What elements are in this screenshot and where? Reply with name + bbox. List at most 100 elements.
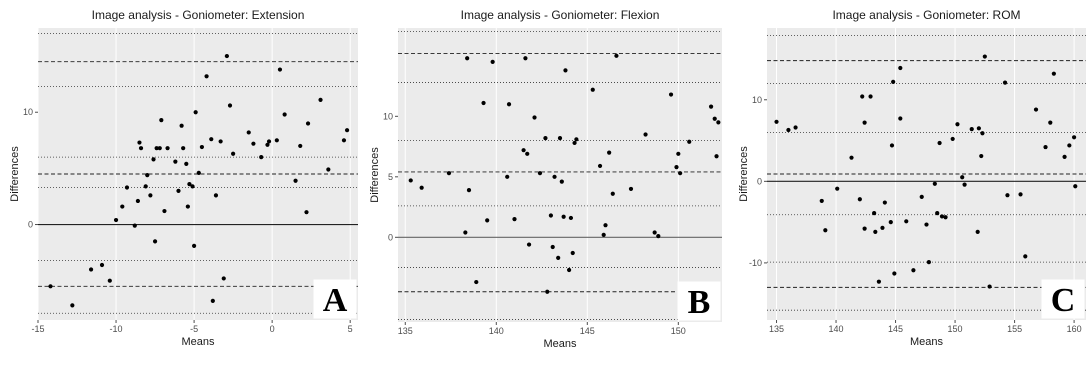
data-point-c (860, 94, 865, 99)
data-point-c (976, 126, 981, 131)
y-tick-label-a: 0 (28, 220, 33, 230)
data-point-c (955, 122, 960, 127)
data-point-a (151, 157, 156, 162)
data-point-c (1073, 184, 1078, 189)
data-point-b (526, 242, 532, 247)
data-point-a (157, 146, 162, 151)
plot-b-background (398, 28, 722, 322)
data-point-b (570, 250, 575, 256)
data-point-c (943, 215, 948, 220)
data-point-b (601, 232, 606, 237)
x-tick-label-a: -15 (31, 324, 44, 334)
data-point-c (1048, 120, 1053, 125)
data-point-b (678, 171, 683, 176)
data-point-a (221, 276, 226, 281)
data-point-a (218, 139, 223, 144)
data-point-b (512, 217, 517, 222)
data-point-a (266, 139, 272, 144)
data-point-c (857, 197, 862, 202)
x-axis-label-a: Means (181, 336, 215, 348)
data-point-b (676, 151, 681, 156)
data-point-c (819, 198, 824, 204)
y-tick-label-b: 10 (383, 111, 393, 121)
data-point-c (1043, 144, 1048, 150)
data-point-c (1071, 135, 1077, 140)
chart-b-svg: Image analysis - Goniometer: Flexion 135 1… (369, 8, 722, 350)
x-tick-label-a: -10 (110, 324, 123, 334)
data-point-c (862, 226, 867, 231)
data-point-b (614, 53, 619, 58)
data-point-c (987, 284, 992, 289)
data-point-c (1018, 192, 1023, 197)
data-point-a (293, 178, 298, 183)
data-point-a (48, 284, 53, 289)
data-point-c (786, 127, 791, 133)
x-tick-label-c: 155 (1007, 324, 1022, 334)
data-point-a (159, 117, 164, 123)
data-point-b (572, 140, 577, 146)
data-point-c (873, 229, 878, 235)
data-point-a (137, 140, 142, 145)
data-point-b (474, 279, 479, 285)
x-tick-label-c: 150 (948, 324, 963, 334)
data-point-b (523, 56, 528, 61)
data-point-a (341, 138, 347, 143)
data-point-c (872, 211, 877, 216)
data-point-b (603, 223, 608, 228)
data-point-b (537, 171, 543, 176)
x-axis-label-c: Means (910, 336, 944, 348)
data-point-a (162, 208, 167, 214)
data-point-a (187, 182, 192, 187)
data-point-a (193, 110, 198, 115)
data-point-c (1002, 80, 1008, 85)
panel-letter-box-a (313, 279, 357, 319)
data-point-a (88, 267, 94, 272)
x-axis-label-b: Means (543, 338, 577, 350)
data-point-a (191, 243, 197, 248)
data-point-c (880, 225, 885, 230)
y-axis-label-c: Differences (738, 146, 750, 202)
data-point-c (835, 186, 840, 191)
y-tick-label-a: 10 (23, 107, 33, 117)
data-point-a (113, 217, 119, 223)
data-point-c (898, 65, 903, 71)
data-point-b (463, 230, 468, 235)
data-point-c (950, 136, 955, 142)
data-point-c (898, 116, 903, 121)
data-point-a (70, 303, 75, 308)
data-point-a (148, 193, 153, 198)
data-point-a (185, 204, 190, 209)
data-point-a (120, 204, 125, 209)
data-point-a (305, 121, 311, 126)
x-tick-label-a: 0 (270, 324, 275, 334)
data-point-b (543, 135, 548, 141)
data-point-c (793, 125, 798, 130)
x-tick-label-c: 145 (888, 324, 903, 334)
data-point-a (274, 138, 279, 143)
data-point-b (674, 165, 679, 170)
data-point-c (1051, 71, 1056, 76)
y-tick-label-c: 0 (757, 176, 762, 186)
data-point-a (143, 184, 148, 189)
data-point-a (213, 193, 219, 198)
chart-a-svg: Image analysis - Goniometer: Extension -1… (9, 8, 358, 348)
data-point-b (446, 171, 452, 176)
data-point-a (135, 198, 141, 204)
data-point-b (687, 139, 692, 144)
data-point-c (876, 279, 881, 284)
x-tick-label-b: 140 (489, 326, 504, 336)
data-point-a (154, 146, 159, 151)
data-point-b (419, 185, 424, 190)
data-point-a (204, 74, 209, 79)
data-point-a (99, 262, 105, 268)
data-point-c (982, 54, 987, 59)
data-point-a (165, 146, 170, 151)
data-point-b (485, 218, 490, 223)
data-point-a (304, 210, 309, 215)
data-point-a (107, 278, 112, 283)
data-point-b (628, 186, 634, 192)
data-point-c (911, 268, 916, 273)
data-point-a (246, 130, 251, 135)
data-point-c (962, 182, 967, 187)
data-point-b (548, 213, 553, 218)
